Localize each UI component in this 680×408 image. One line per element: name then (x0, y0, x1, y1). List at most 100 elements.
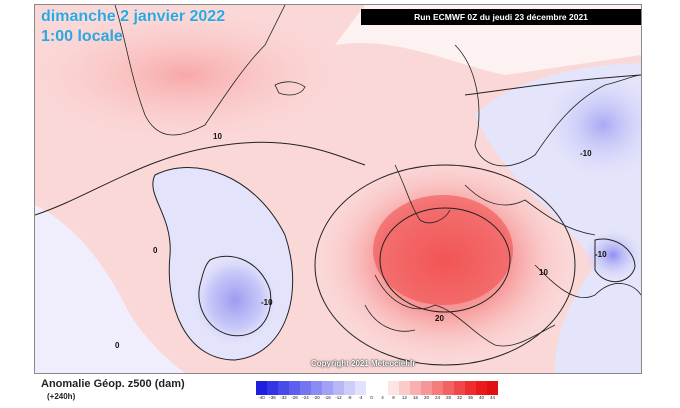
high-greenland (35, 5, 355, 145)
legend-tick-label: -36 (269, 395, 276, 400)
legend-swatch (421, 381, 432, 395)
legend-step: -8 (344, 381, 355, 405)
legend-tick-label: -20 (313, 395, 320, 400)
low-atlantic (190, 252, 280, 348)
low-russia (543, 70, 641, 180)
contour-line-10 (35, 141, 366, 216)
contour-label-minus10-russia: -10 (580, 149, 592, 158)
legend-swatch (256, 381, 267, 395)
legend-step: 36 (465, 381, 476, 405)
legend-tick-label: 32 (456, 395, 462, 400)
contour-label-minus10-blacksea: -10 (595, 250, 607, 259)
legend-tick-label: 0 (370, 395, 373, 400)
legend-tick-label: 44 (489, 395, 495, 400)
legend-tick-label: 8 (392, 395, 395, 400)
iceland-coast (274, 81, 306, 96)
copyright-label: Copyright 2021 Meteociel.fr (311, 359, 416, 368)
legend-swatch (333, 381, 344, 395)
legend-step: 40 (476, 381, 487, 405)
legend-tick-label: -12 (335, 395, 342, 400)
legend-swatch (487, 381, 498, 395)
contour-line-blacksea (594, 238, 636, 283)
legend-swatch (267, 381, 278, 395)
legend-tick-label: 16 (412, 395, 418, 400)
scandinavia-coast (454, 44, 641, 167)
contour-label-0-southwest: 0 (115, 341, 120, 350)
legend-step: 12 (399, 381, 410, 405)
legend-step: 8 (388, 381, 399, 405)
contour-line-0 (152, 167, 294, 361)
legend-step: -20 (311, 381, 322, 405)
britain-coast (394, 164, 451, 224)
legend-step: 16 (410, 381, 421, 405)
contour-line-20 (379, 207, 511, 313)
forecast-date: dimanche 2 janvier 2022 (41, 8, 226, 25)
legend-step: -24 (300, 381, 311, 405)
legend-tick-label: 4 (381, 395, 384, 400)
legend-tick-label: -32 (280, 395, 287, 400)
legend-swatch (278, 381, 289, 395)
legend-step: -40 (256, 381, 267, 405)
legend-step: 20 (421, 381, 432, 405)
balkans-coast (534, 264, 641, 298)
high-core (373, 195, 513, 305)
legend-tick-label: 12 (401, 395, 407, 400)
run-banner: Run ECMWF 0Z du jeudi 23 décembre 2021 (361, 9, 641, 25)
legend-tick-label: -24 (302, 395, 309, 400)
legend-tick-label: 28 (445, 395, 451, 400)
legend-tick-label: -8 (347, 395, 352, 400)
legend-step: 32 (454, 381, 465, 405)
legend-swatch (388, 381, 399, 395)
contour-label-0-west: 0 (153, 246, 158, 255)
legend-step: -32 (278, 381, 289, 405)
europe-borders (464, 184, 596, 236)
legend-tick-label: -28 (291, 395, 298, 400)
color-scale-legend: -40 -36 -32 -28 -24 -20 -16 -12 -8 -4 0 4 8 12 16 20 24 2… (256, 381, 498, 405)
legend-swatch (322, 381, 333, 395)
legend-tick-label: -40 (258, 395, 265, 400)
iberia-coast (364, 304, 416, 332)
forecast-step: (+240h) (47, 392, 76, 401)
contour-label-minus10-atlantic: -10 (261, 298, 273, 307)
contour-line-20-outer (314, 164, 576, 366)
legend-swatch (377, 381, 388, 395)
legend-swatch (289, 381, 300, 395)
legend-step: 0 (366, 381, 377, 405)
legend-step: 44 (487, 381, 498, 405)
legend-swatch (454, 381, 465, 395)
legend-swatch (465, 381, 476, 395)
chart-title: Anomalie Géop. z500 (dam) (41, 378, 185, 390)
mediterranean-coast (374, 274, 556, 347)
legend-step: -28 (289, 381, 300, 405)
legend-step: -12 (333, 381, 344, 405)
legend-tick-label: 40 (478, 395, 484, 400)
legend-tick-label: 20 (423, 395, 429, 400)
legend-step: -4 (355, 381, 366, 405)
coastlines (114, 5, 641, 347)
legend-swatch (344, 381, 355, 395)
greenland-coast (114, 5, 286, 136)
contour-label-10-east: 10 (539, 268, 548, 277)
legend-swatch (443, 381, 454, 395)
legend-step: -16 (322, 381, 333, 405)
legend-tick-label: -16 (324, 395, 331, 400)
low-black-sea (583, 229, 641, 281)
contour-line-minus10 (198, 255, 272, 337)
legend-step: 28 (443, 381, 454, 405)
legend-tick-label: -4 (358, 395, 363, 400)
legend-step: 24 (432, 381, 443, 405)
neutral-region-southwest (35, 205, 185, 373)
legend-swatch (311, 381, 322, 395)
forecast-time: 1:00 locale (41, 28, 123, 45)
legend-step: 4 (377, 381, 388, 405)
legend-swatch (355, 381, 366, 395)
contour-label-20-central: 20 (435, 314, 444, 323)
anomaly-map-canvas (35, 5, 641, 373)
weather-map: dimanche 2 janvier 2022 1:00 locale Run … (34, 4, 642, 374)
contour-label-10-north: 10 (213, 132, 222, 141)
legend-swatch (366, 381, 377, 395)
legend-swatch (432, 381, 443, 395)
contour-line-east-10 (464, 74, 641, 96)
contours (35, 74, 641, 366)
legend-swatch (476, 381, 487, 395)
